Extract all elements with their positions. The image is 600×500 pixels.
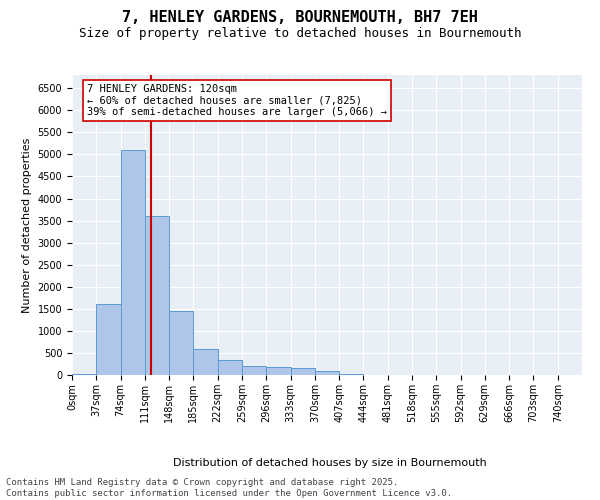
- Bar: [339, 374, 364, 375]
- Bar: [242, 366, 266, 375]
- Bar: [96, 304, 121, 375]
- Bar: [145, 216, 169, 375]
- Bar: [218, 360, 242, 375]
- Text: Contains HM Land Registry data © Crown copyright and database right 2025.
Contai: Contains HM Land Registry data © Crown c…: [6, 478, 452, 498]
- Text: Size of property relative to detached houses in Bournemouth: Size of property relative to detached ho…: [79, 28, 521, 40]
- Bar: [290, 368, 315, 375]
- Text: Distribution of detached houses by size in Bournemouth: Distribution of detached houses by size …: [173, 458, 487, 468]
- Y-axis label: Number of detached properties: Number of detached properties: [22, 138, 32, 312]
- Text: 7, HENLEY GARDENS, BOURNEMOUTH, BH7 7EH: 7, HENLEY GARDENS, BOURNEMOUTH, BH7 7EH: [122, 10, 478, 25]
- Text: 7 HENLEY GARDENS: 120sqm
← 60% of detached houses are smaller (7,825)
39% of sem: 7 HENLEY GARDENS: 120sqm ← 60% of detach…: [88, 84, 388, 117]
- Bar: [121, 150, 145, 375]
- Bar: [315, 370, 339, 375]
- Bar: [72, 374, 96, 375]
- Bar: [193, 348, 218, 375]
- Bar: [266, 368, 290, 375]
- Bar: [169, 311, 193, 375]
